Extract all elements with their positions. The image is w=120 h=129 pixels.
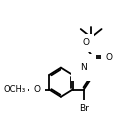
Text: O: O <box>34 85 41 94</box>
Text: O: O <box>82 38 89 47</box>
Text: OCH₃: OCH₃ <box>3 85 25 94</box>
Text: Br: Br <box>79 104 89 113</box>
Text: O: O <box>106 53 113 62</box>
Text: N: N <box>81 63 87 72</box>
